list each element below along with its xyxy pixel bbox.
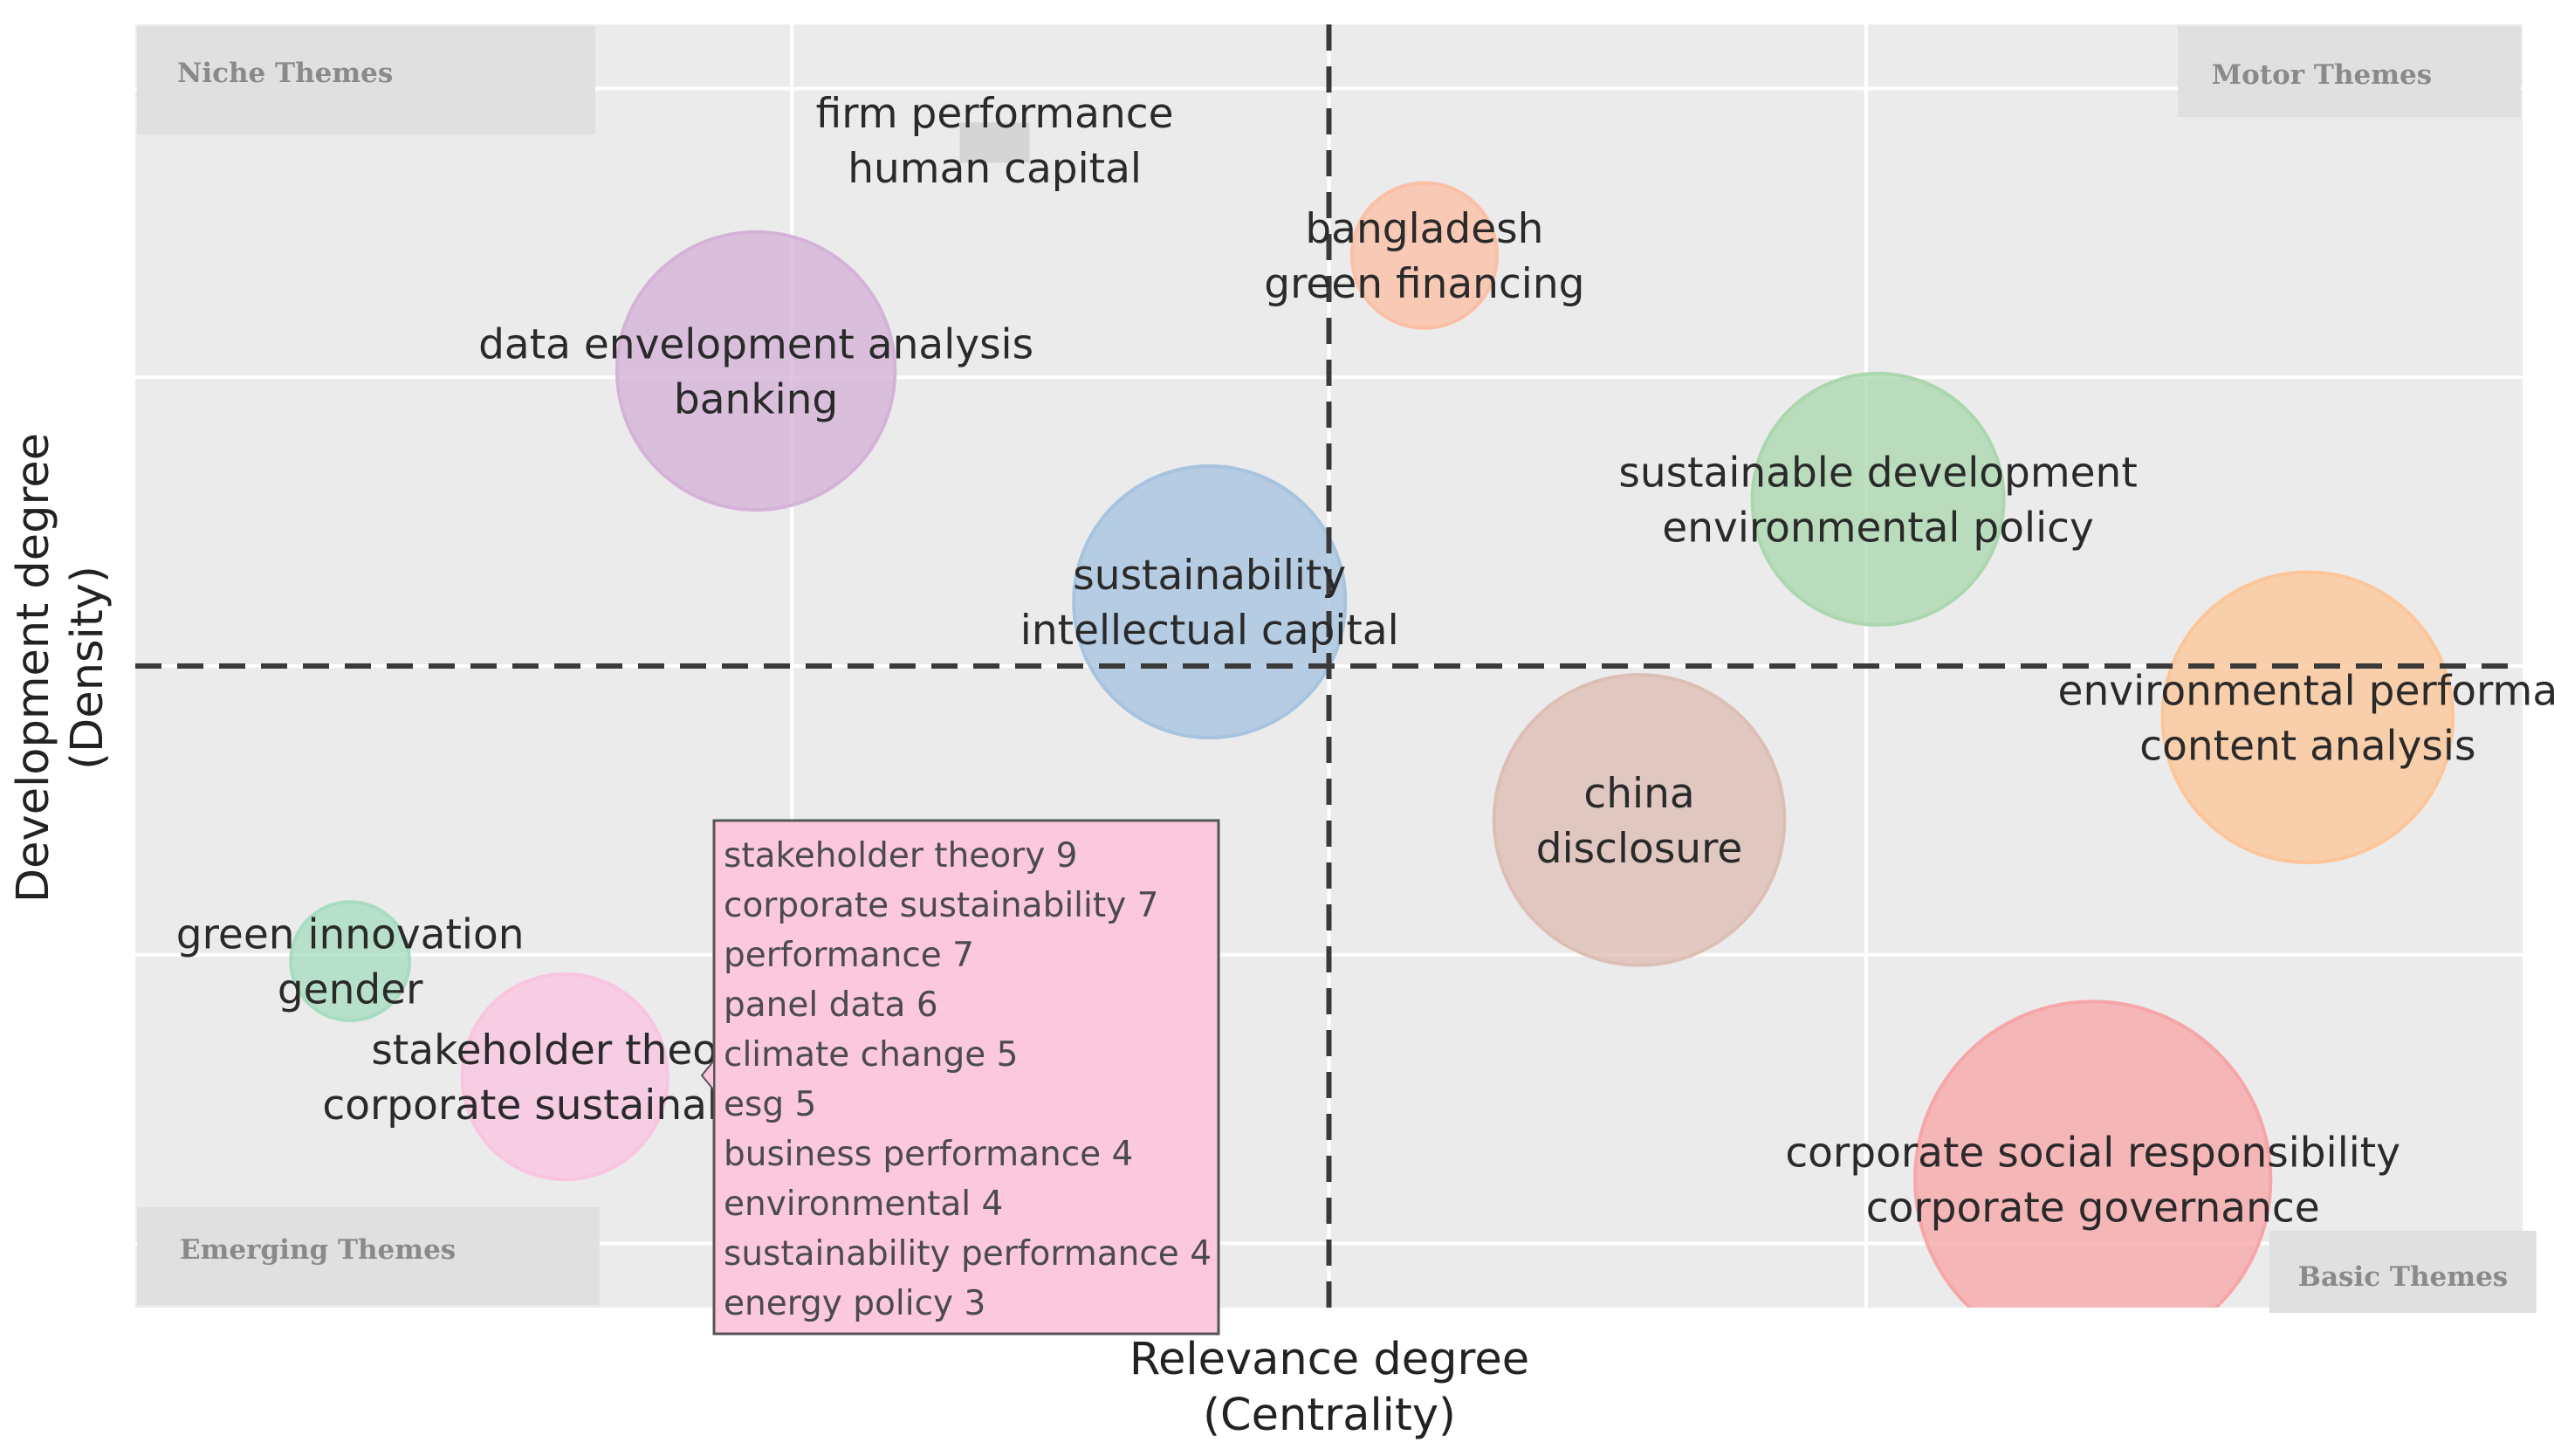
bubble-label-content-analysis: content analysis bbox=[2139, 722, 2475, 770]
tooltip-box bbox=[712, 819, 1220, 1336]
bubble-label-green-innovation: green innovation bbox=[176, 911, 525, 959]
bubble-label-corporate-social-responsibility: corporate social responsibility bbox=[1785, 1130, 2400, 1178]
bubble-label-banking: banking bbox=[674, 375, 838, 423]
tooltip-item: corporate sustainability 7 bbox=[724, 886, 1158, 925]
bubble-china bbox=[1492, 673, 1787, 967]
quadrant-dividers bbox=[135, 24, 2523, 1308]
bubble-label-disclosure: disclosure bbox=[1536, 825, 1743, 873]
x-axis-title: Relevance degree bbox=[1129, 1334, 1529, 1385]
bubble-labels: firm performance human capital bangladesh g… bbox=[176, 90, 2554, 1233]
tooltip-pointer bbox=[700, 1058, 715, 1093]
tooltip-item: sustainability performance 4 bbox=[724, 1234, 1212, 1274]
tooltip-item: stakeholder theory 9 bbox=[724, 836, 1077, 876]
quadrant-label-emerging-themes: Emerging Themes bbox=[180, 1234, 456, 1266]
bubble-bangladesh bbox=[1349, 181, 1500, 330]
quadrant-box bbox=[137, 1207, 600, 1305]
bubble-corporate-social-responsibility bbox=[1913, 999, 2273, 1308]
bubble-sustainable-development bbox=[1750, 371, 2006, 627]
quadrant-label-motor-themes: Motor Themes bbox=[2212, 59, 2432, 91]
tooltip-item: performance 7 bbox=[724, 936, 974, 975]
tooltip-item: business performance 4 bbox=[724, 1135, 1133, 1174]
bubble-label-corporate-governance: corporate governance bbox=[1866, 1185, 2320, 1233]
bubble-label-green-financing: green financing bbox=[1264, 260, 1584, 308]
tooltip: stakeholder theory 9 corporate sustainabi… bbox=[700, 819, 1220, 1336]
bubble-label-environmental-performa: environmental performa bbox=[2058, 667, 2554, 715]
bubble-sustainability bbox=[1072, 464, 1348, 740]
bubble-label-bangladesh: bangladesh bbox=[1305, 205, 1543, 253]
bubble-label-environmental-policy: environmental policy bbox=[1662, 504, 2094, 552]
quadrant-box bbox=[137, 26, 595, 134]
bubble-label-sustainability: sustainability bbox=[1073, 552, 1346, 600]
quadrant-labels: Niche Themes Motor Themes Emerging Themes B… bbox=[137, 26, 2537, 1313]
bubble-label-gender: gender bbox=[278, 966, 423, 1014]
bubble-environmental-performa bbox=[2160, 570, 2455, 865]
tooltip-item: esg 5 bbox=[724, 1085, 816, 1124]
y-axis-title: Development degree bbox=[8, 433, 59, 903]
bubble-label-china: china bbox=[1583, 770, 1694, 818]
bubble-data-envelopment-analysis bbox=[614, 230, 897, 512]
axis-titles: Relevance degree(Centrality) Development … bbox=[8, 433, 1529, 1441]
tooltip-item: energy policy 3 bbox=[724, 1284, 985, 1323]
quadrant-label-basic-themes: Basic Themes bbox=[2298, 1261, 2509, 1293]
tooltip-item: climate change 5 bbox=[724, 1035, 1018, 1075]
tooltip-item: environmental 4 bbox=[724, 1185, 1003, 1224]
bubbles bbox=[289, 122, 2455, 1308]
bubble-label-firm-performance: firm performance bbox=[816, 90, 1174, 138]
bubble-firm-performance bbox=[959, 122, 1030, 163]
bubble-label-sustainable-development: sustainable development bbox=[1618, 449, 2137, 497]
bubble-label-human-capital: human capital bbox=[848, 145, 1142, 193]
bubble-label-intellectual-capital: intellectual capital bbox=[1020, 607, 1399, 655]
quadrant-label-niche-themes: Niche Themes bbox=[177, 58, 393, 89]
bubble-label-stakeholder-theory: stakeholder theory bbox=[371, 1027, 759, 1075]
y-axis-title: (Density) bbox=[62, 566, 113, 770]
quadrant-box bbox=[2269, 1231, 2537, 1313]
bubble-label-data-envelopment-analysis: data envelopment analysis bbox=[478, 320, 1033, 368]
x-axis-title: (Centrality) bbox=[1203, 1390, 1456, 1441]
bubble-stakeholder-theory bbox=[460, 972, 669, 1181]
bubble-green-innovation bbox=[289, 900, 412, 1022]
tooltip-item: panel data 6 bbox=[724, 986, 938, 1025]
quadrant-box bbox=[2178, 26, 2521, 117]
